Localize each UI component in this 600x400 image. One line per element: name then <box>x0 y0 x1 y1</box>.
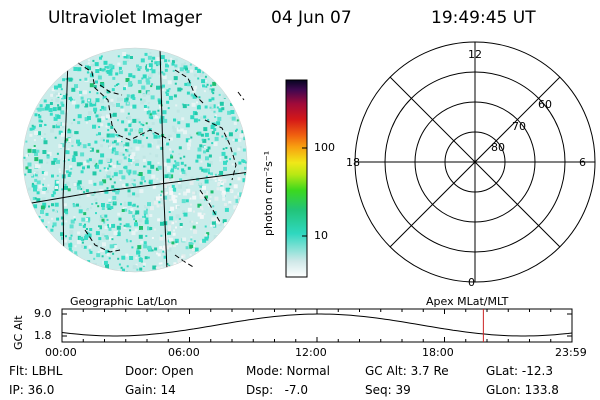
colorbar-unit-label: photon cm⁻²s⁻¹ <box>262 150 275 236</box>
latitude-line <box>23 171 247 206</box>
gain-readout: Gain: 14 <box>125 383 176 397</box>
timeline-y-label: GC Alt <box>12 315 25 350</box>
gc-alt-readout: GC Alt: 3.7 Re <box>365 364 449 378</box>
seq-readout: Seq: 39 <box>365 383 411 397</box>
timeline-y-tick-1-8: 1.8 <box>34 329 52 342</box>
mlat-label-70: 70 <box>512 120 526 133</box>
timeline-right-title: Apex MLat/MLT <box>426 295 509 308</box>
altitude-timeline <box>61 308 573 343</box>
mlat-label-80: 80 <box>491 141 505 154</box>
timeline-x-tick-0000: 00:00 <box>45 346 77 359</box>
ip-readout: IP: 36.0 <box>9 383 55 397</box>
coastline <box>174 254 196 269</box>
coastline <box>204 119 237 181</box>
polar-plot <box>354 41 596 283</box>
coastline <box>77 62 171 141</box>
colorbar-tick-100: 100 <box>314 141 335 154</box>
mlt-label-18: 18 <box>346 156 360 169</box>
longitude-line <box>159 48 168 271</box>
timeline-x-tick-0600: 06:00 <box>168 346 200 359</box>
mlt-label-6: 6 <box>579 156 586 169</box>
date-label: 04 Jun 07 <box>271 8 352 28</box>
timeline-x-tick-2359: 23:59 <box>555 346 587 359</box>
mlt-label-12: 12 <box>468 48 482 61</box>
mode-readout: Mode: Normal <box>246 364 330 378</box>
timeline-y-tick-9: 9.0 <box>34 307 52 320</box>
coastline <box>174 69 206 106</box>
coastline <box>237 91 245 101</box>
timeline-x-tick-1800: 18:00 <box>422 346 454 359</box>
instrument-title: Ultraviolet Imager <box>48 8 202 28</box>
coastline <box>99 84 123 96</box>
mlat-label-60: 60 <box>538 98 552 111</box>
door-readout: Door: Open <box>125 364 194 378</box>
color-bar <box>285 79 308 278</box>
colorbar-tick-10: 10 <box>314 229 328 242</box>
glon-readout: GLon: 133.8 <box>486 383 559 397</box>
filter-readout: Flt: LBHL <box>9 364 63 378</box>
longitude-line <box>62 57 69 272</box>
glat-readout: GLat: -12.3 <box>486 364 553 378</box>
mlt-label-0: 0 <box>468 276 475 289</box>
timeline-left-title: Geographic Lat/Lon <box>70 295 178 308</box>
timeline-x-tick-1200: 12:00 <box>295 346 327 359</box>
coastline <box>199 189 221 223</box>
dsp-readout: Dsp: -7.0 <box>246 383 309 397</box>
coastline <box>84 229 121 253</box>
time-label: 19:49:45 UT <box>431 8 536 28</box>
auroral-image <box>22 47 248 273</box>
